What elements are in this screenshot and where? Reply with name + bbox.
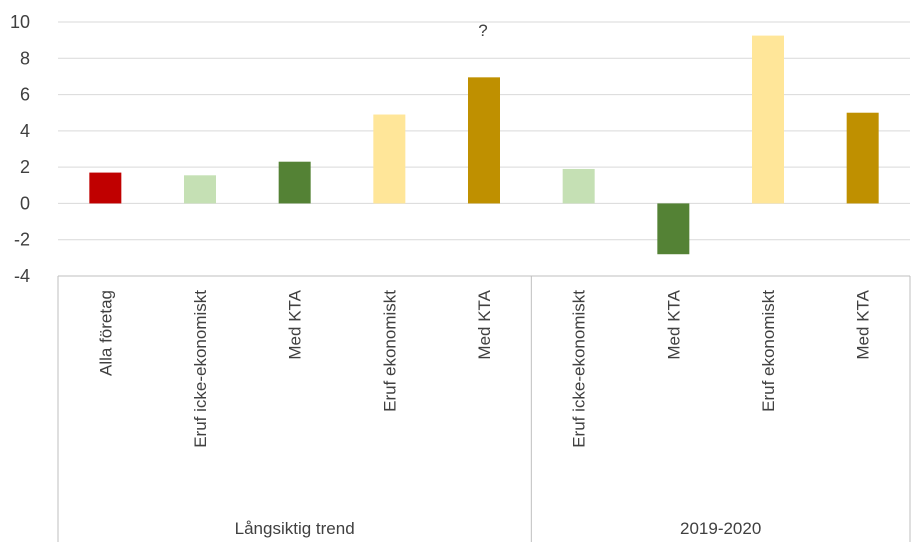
bar <box>846 112 879 204</box>
y-tick-label: 10 <box>10 12 30 32</box>
bar <box>562 168 595 204</box>
group-label: 2019-2020 <box>680 519 761 538</box>
x-tick-label: Med KTA <box>854 289 873 359</box>
y-tick-label: 4 <box>20 121 30 141</box>
missing-glyph-annotation: ? <box>478 21 487 40</box>
x-tick-label: Eruf icke-ekonomiskt <box>570 290 589 448</box>
bar <box>184 175 216 204</box>
y-tick-label: 2 <box>20 157 30 177</box>
category-axis <box>57 275 911 542</box>
group-labels: Långsiktig trend 2019-2020 <box>235 519 762 538</box>
x-tick-label: Eruf ekonomiskt <box>380 290 399 412</box>
y-axis-ticks: -4 -2 0 2 4 6 8 10 <box>10 12 30 286</box>
group-label: Långsiktig trend <box>235 519 355 538</box>
bar <box>373 114 406 204</box>
x-tick-label: Alla företag <box>96 290 115 376</box>
y-tick-label: 0 <box>20 193 30 213</box>
y-tick-label: -4 <box>14 266 30 286</box>
x-tick-label: Eruf icke-ekonomiskt <box>191 290 210 448</box>
x-tick-label: Eruf ekonomiskt <box>759 290 778 412</box>
x-tick-label: Med KTA <box>286 289 305 359</box>
bar <box>278 161 311 204</box>
bars <box>89 35 879 255</box>
bar <box>468 77 500 204</box>
y-tick-label: 8 <box>20 48 30 68</box>
y-tick-label: 6 <box>20 85 30 105</box>
x-tick-label: Med KTA <box>475 289 494 359</box>
x-tick-label: Med KTA <box>664 289 683 359</box>
bar <box>752 35 784 204</box>
category-labels: Alla företag Eruf icke-ekonomiskt Med KTA E… <box>96 289 872 447</box>
y-tick-label: -2 <box>14 230 30 250</box>
bar <box>89 172 122 204</box>
bar <box>657 203 690 255</box>
